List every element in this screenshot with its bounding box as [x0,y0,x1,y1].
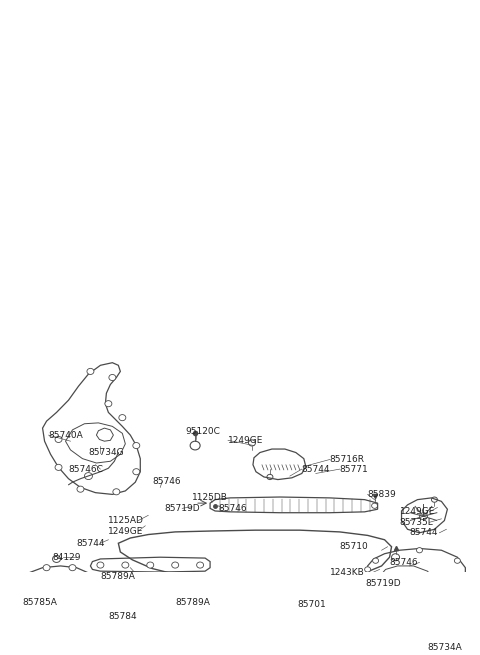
Circle shape [172,562,179,568]
Circle shape [21,582,28,588]
Circle shape [105,401,112,407]
Text: 1125DB: 1125DB [192,493,228,502]
Text: 1249GE: 1249GE [108,527,144,536]
Circle shape [133,443,140,449]
Circle shape [417,619,422,624]
Text: 85746: 85746 [390,558,418,567]
Text: 85789A: 85789A [100,572,135,581]
Circle shape [365,567,371,572]
Circle shape [119,415,126,421]
Circle shape [352,614,358,619]
Circle shape [197,562,204,568]
Text: 85789A: 85789A [175,598,210,607]
Text: 85735L: 85735L [399,518,433,527]
Circle shape [138,586,145,593]
Text: 85785A: 85785A [23,598,58,607]
Text: 85746C: 85746C [69,464,103,474]
Circle shape [417,548,422,553]
Text: 85746: 85746 [152,477,181,486]
Circle shape [239,586,245,593]
Text: 1249GE: 1249GE [228,436,264,445]
Circle shape [53,607,60,614]
Circle shape [97,562,104,568]
Circle shape [105,586,112,593]
Circle shape [386,621,393,626]
Circle shape [122,562,129,568]
Circle shape [69,565,76,571]
Circle shape [31,599,38,606]
Text: 85716R: 85716R [330,455,365,464]
Circle shape [55,436,62,443]
Circle shape [43,565,50,571]
Text: 85740A: 85740A [48,430,84,440]
Circle shape [446,602,452,607]
Text: 85744: 85744 [302,464,330,474]
Text: 95120C: 95120C [185,427,220,436]
Circle shape [277,628,283,633]
Circle shape [75,606,82,612]
Circle shape [89,596,96,602]
Text: 85839: 85839 [368,490,396,499]
Circle shape [147,562,154,568]
Text: 85744: 85744 [409,529,438,537]
Text: 85744: 85744 [76,539,105,548]
Circle shape [277,602,283,607]
Circle shape [55,464,62,470]
Text: 1249GE: 1249GE [399,508,435,516]
Circle shape [372,558,379,563]
Circle shape [92,580,99,586]
Circle shape [109,375,116,381]
Text: 85701: 85701 [298,600,326,608]
Circle shape [87,368,94,375]
Text: 85734G: 85734G [88,448,124,457]
Text: 1125AD: 1125AD [108,516,144,525]
Text: 1243KB: 1243KB [330,569,364,578]
Text: 84129: 84129 [52,553,81,562]
Text: 85746: 85746 [218,504,247,513]
Circle shape [460,581,467,586]
Circle shape [202,614,208,619]
Text: 85784: 85784 [108,612,137,621]
Circle shape [113,489,120,495]
Circle shape [133,469,140,475]
Circle shape [359,584,365,590]
Circle shape [77,486,84,492]
Circle shape [455,558,460,563]
Circle shape [363,607,369,612]
Text: 85719D: 85719D [164,504,200,513]
Text: 85771: 85771 [340,464,369,474]
Text: 85710: 85710 [340,542,369,552]
Circle shape [205,586,212,593]
Text: 85719D: 85719D [366,579,401,588]
Circle shape [172,586,179,593]
Text: 85734A: 85734A [428,643,462,652]
